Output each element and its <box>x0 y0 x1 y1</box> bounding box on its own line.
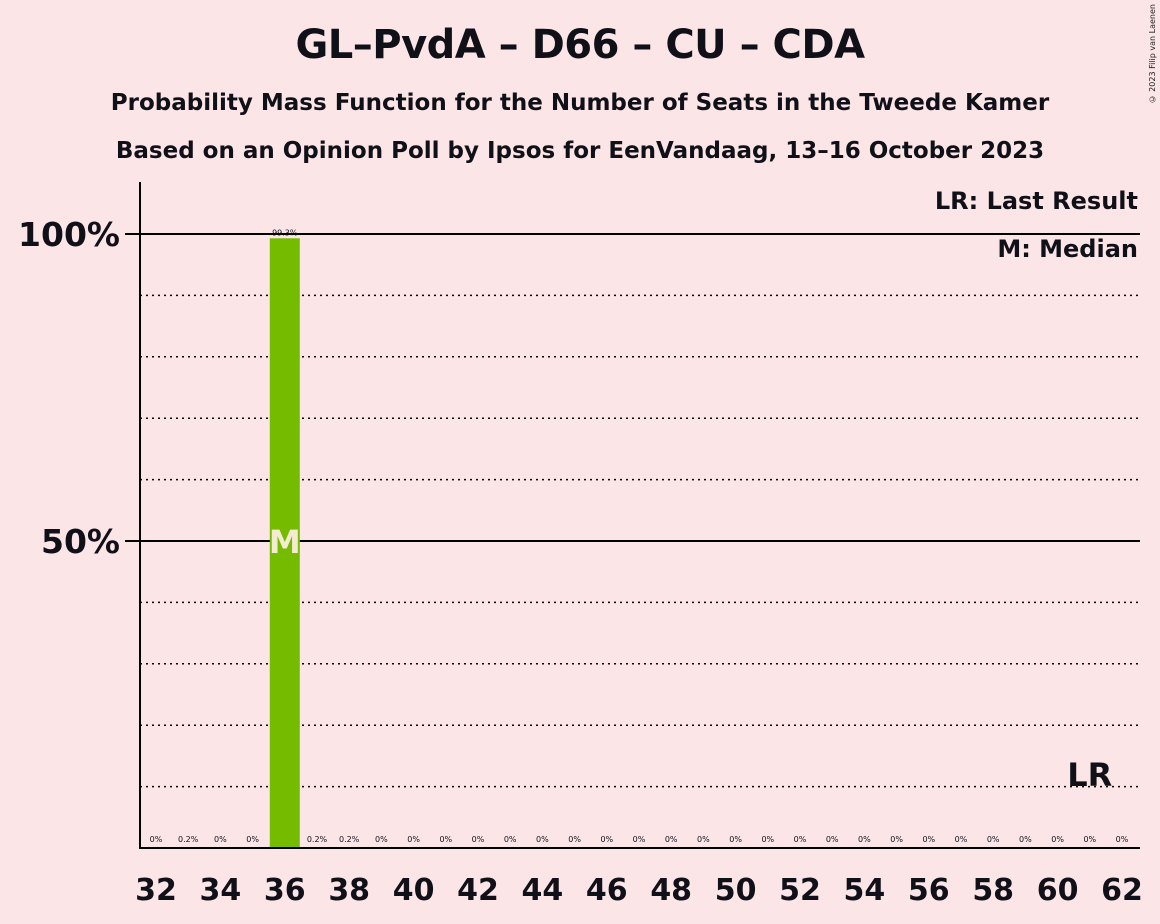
bar-36 <box>269 238 300 849</box>
x-tick-32: 32 <box>135 873 177 908</box>
value-label-32: 0% <box>150 835 163 844</box>
value-label-52: 0% <box>794 835 807 844</box>
chart-title: GL–PvdA – D66 – CU – CDA <box>295 22 865 68</box>
x-tick-42: 42 <box>457 873 499 908</box>
legend-entry-2: M: Median <box>997 235 1138 263</box>
x-tick-46: 46 <box>586 873 628 908</box>
value-label-39: 0% <box>375 835 388 844</box>
chart-source: Based on an Opinion Poll by Ipsos for Ee… <box>115 138 1045 164</box>
y-tick-labels: 50% 100% <box>18 215 120 561</box>
legend: LR: Last Result M: Median <box>935 187 1138 263</box>
x-tick-38: 38 <box>328 873 370 908</box>
value-label-59: 0% <box>1019 835 1032 844</box>
value-label-34: 0% <box>214 835 227 844</box>
legend-entry-1: LR: Last Result <box>935 187 1138 215</box>
bars <box>269 238 300 849</box>
value-label-36: 99.3% <box>272 228 298 237</box>
value-label-48: 0% <box>665 835 678 844</box>
value-label-42: 0% <box>472 835 485 844</box>
value-label-60: 0% <box>1051 835 1064 844</box>
value-label-56: 0% <box>922 835 935 844</box>
value-label-43: 0% <box>504 835 517 844</box>
last-result-marker: LR <box>1067 756 1112 794</box>
value-label-41: 0% <box>439 835 452 844</box>
value-label-57: 0% <box>955 835 968 844</box>
x-tick-54: 54 <box>844 873 886 908</box>
x-tick-52: 52 <box>779 873 821 908</box>
chart-subtitle: Probability Mass Function for the Number… <box>110 90 1050 116</box>
x-tick-36: 36 <box>264 873 306 908</box>
value-label-45: 0% <box>568 835 581 844</box>
x-tick-60: 60 <box>1037 873 1079 908</box>
x-tick-48: 48 <box>650 873 692 908</box>
value-label-61: 0% <box>1083 835 1096 844</box>
value-label-40: 0% <box>407 835 420 844</box>
value-label-54: 0% <box>858 835 871 844</box>
value-label-53: 0% <box>826 835 839 844</box>
x-tick-44: 44 <box>522 873 564 908</box>
value-label-51: 0% <box>761 835 774 844</box>
median-marker: M <box>269 523 301 561</box>
axes <box>139 182 1140 849</box>
value-label-58: 0% <box>987 835 1000 844</box>
value-label-38: 0.2% <box>339 835 360 844</box>
y-tick-50: 50% <box>41 522 120 561</box>
value-label-47: 0% <box>633 835 646 844</box>
value-label-55: 0% <box>890 835 903 844</box>
grid-lines <box>125 233 1140 788</box>
value-label-46: 0% <box>600 835 613 844</box>
value-label-44: 0% <box>536 835 549 844</box>
x-tick-62: 62 <box>1101 873 1143 908</box>
x-tick-labels: 32 34 36 38 40 42 44 46 48 50 52 54 56 58 60 62 <box>135 873 1143 908</box>
x-tick-50: 50 <box>715 873 757 908</box>
value-label-33: 0.2% <box>178 835 199 844</box>
x-tick-34: 34 <box>200 873 242 908</box>
x-tick-56: 56 <box>908 873 950 908</box>
value-label-62: 0% <box>1116 835 1129 844</box>
value-label-50: 0% <box>729 835 742 844</box>
x-tick-58: 58 <box>972 873 1014 908</box>
markers: M LR <box>269 523 1112 794</box>
x-tick-40: 40 <box>393 873 435 908</box>
value-labels: 0% 0.2% 0% 0% 99.3% 0.2% 0.2% 0% 0% 0% 0% 0% 0% 0% 0% 0… <box>150 228 1129 844</box>
value-label-49: 0% <box>697 835 710 844</box>
value-label-37: 0.2% <box>307 835 328 844</box>
value-label-35: 0% <box>246 835 259 844</box>
y-tick-100: 100% <box>18 215 120 254</box>
